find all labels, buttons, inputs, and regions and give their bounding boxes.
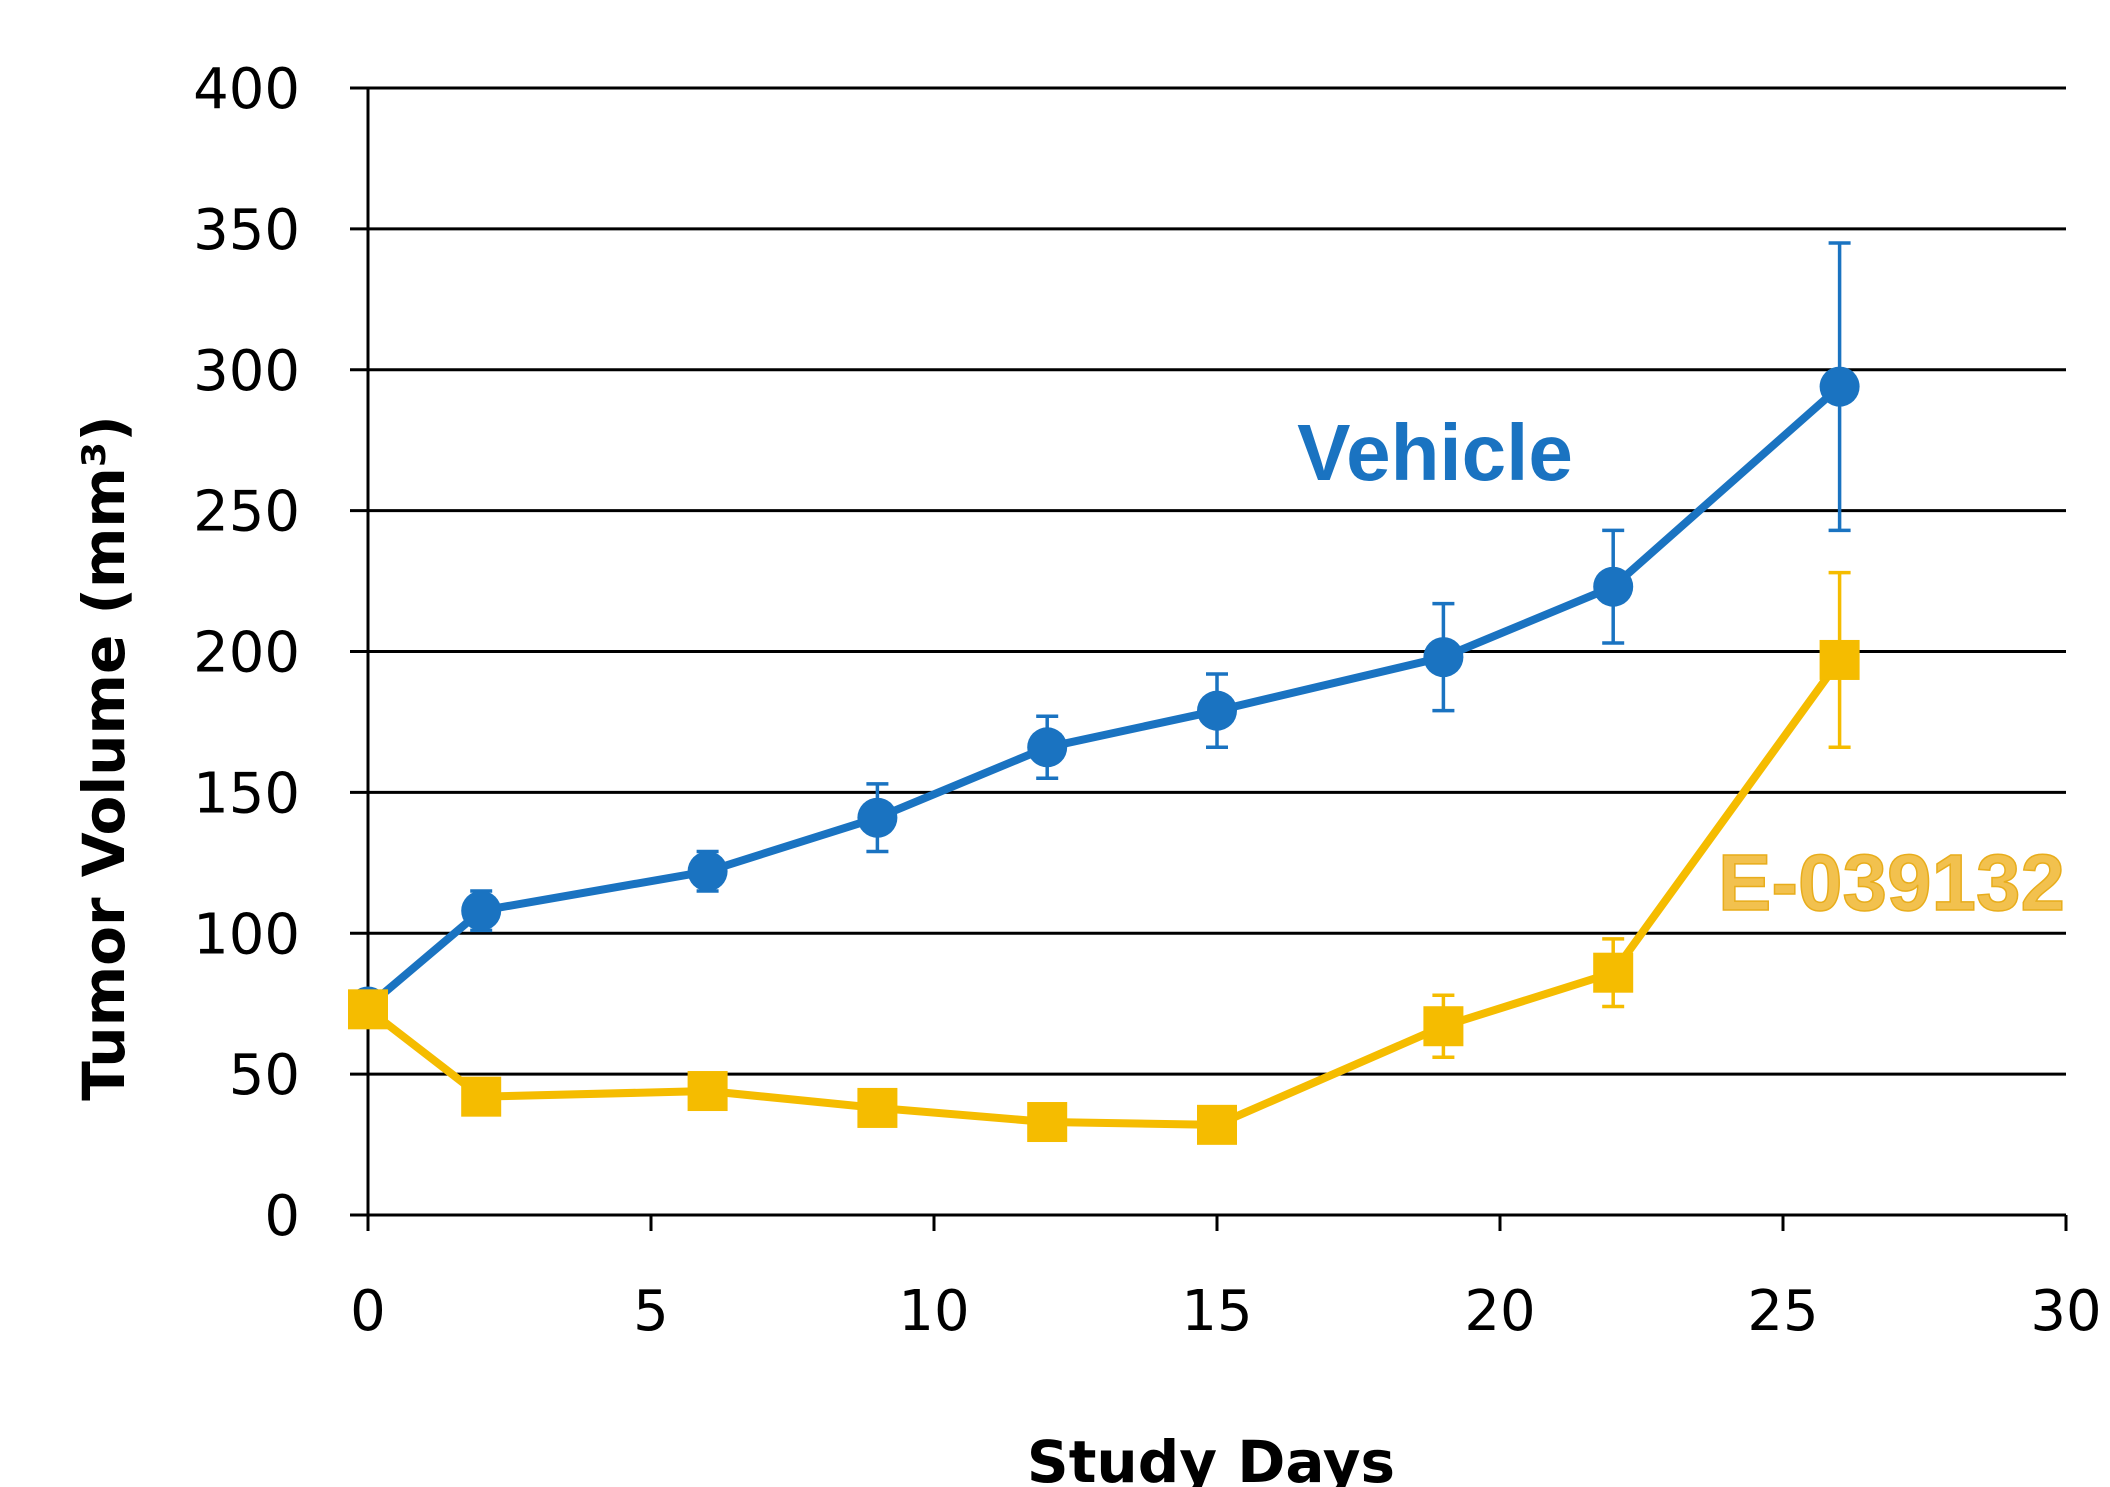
x-tick-label-0: 0 [350, 1279, 386, 1344]
x-tick-label-30: 30 [2030, 1279, 2101, 1344]
y-tick-label-300: 300 [193, 339, 300, 404]
e039132-series [348, 570, 1860, 1145]
e039132-point [1027, 1102, 1068, 1143]
e039132-point [687, 1071, 728, 1112]
e039132-point [857, 1087, 898, 1128]
vehicle-point [1819, 366, 1860, 407]
e039132-point [461, 1076, 502, 1117]
y-tick-label-150: 150 [193, 761, 300, 826]
series-layer [348, 241, 1860, 1145]
vehicle-series-label: Vehicle [1297, 408, 1573, 497]
gridlines [350, 86, 2066, 1076]
axes [350, 88, 2068, 1231]
x-tick-label-15: 15 [1181, 1279, 1252, 1344]
e039132-point [1593, 952, 1634, 993]
x-tick-label-25: 25 [1747, 1279, 1818, 1344]
vehicle-line [365, 383, 1843, 1010]
vehicle-point [1593, 566, 1634, 607]
e039132-series-label: E-039132 [1718, 838, 2065, 927]
vehicle-point [1423, 637, 1464, 678]
y-axis-title: Tumor Volume (mm³) [70, 415, 138, 1101]
x-tick-label-10: 10 [898, 1279, 969, 1344]
vehicle-point [461, 890, 502, 931]
y-tick-label-400: 400 [193, 57, 300, 122]
x-tick-label-20: 20 [1464, 1279, 1535, 1344]
vehicle-point [857, 797, 898, 838]
y-tick-label-200: 200 [193, 621, 300, 686]
y-tick-label-250: 250 [193, 480, 300, 545]
e039132-point [1197, 1104, 1237, 1145]
y-tick-label-50: 50 [229, 1043, 300, 1108]
x-tick-labels: 0 5 10 15 20 25 30 [350, 1279, 2101, 1344]
y-tick-label-0: 0 [264, 1184, 300, 1249]
e039132-point [1423, 1006, 1464, 1047]
y-tick-label-100: 100 [193, 902, 300, 967]
vehicle-point [687, 851, 728, 892]
vehicle-series [348, 241, 1860, 1027]
y-tick-label-350: 350 [193, 198, 300, 263]
vehicle-point [1027, 727, 1068, 768]
x-tick-label-5: 5 [633, 1279, 669, 1344]
vehicle-point [1197, 690, 1237, 731]
e039132-point [348, 989, 388, 1030]
x-axis-title: Study Days [1027, 1428, 1395, 1487]
e039132-point [1819, 639, 1860, 680]
y-tick-labels: 0 50 100 150 200 250 300 350 400 [193, 57, 300, 1249]
